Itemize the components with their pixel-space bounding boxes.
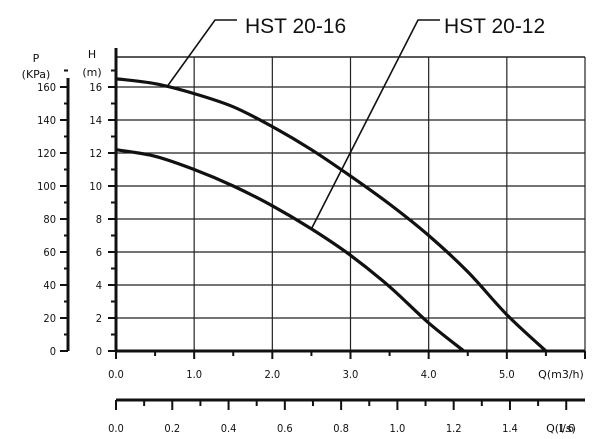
h-axis-title: H xyxy=(88,48,96,61)
q2-tick-label: 0.6 xyxy=(277,422,293,435)
q2-tick-label: 1.6 xyxy=(558,422,574,435)
q2-tick-label: 0.4 xyxy=(221,422,237,435)
series-line-hst-20-16 xyxy=(115,77,548,353)
q-tick-label: 0.0 xyxy=(108,368,124,381)
q2-tick-label: 1.0 xyxy=(390,422,406,435)
p-tick-label: 60 xyxy=(43,246,56,259)
p-axis-unit: (KPa) xyxy=(22,68,51,81)
q-axis-title: Q(m3/h) xyxy=(538,368,584,381)
p-tick-label: 100 xyxy=(37,180,56,193)
p-tick-label: 160 xyxy=(37,81,56,94)
grid xyxy=(116,56,586,351)
p-tick-label: 120 xyxy=(37,147,56,160)
h-tick-label: 16 xyxy=(89,81,102,94)
p-tick-label: 140 xyxy=(37,114,56,127)
q-tick-label: 5.0 xyxy=(499,368,515,381)
p-tick-label: 40 xyxy=(43,279,56,292)
series-line-hst-20-12 xyxy=(115,148,465,353)
series-leader-line xyxy=(310,19,440,230)
q2-tick-label: 0.8 xyxy=(333,422,349,435)
labels: Q(m3/h) Q(l/s) H (m) P (KPa) HST 20-16 HST 20-1… xyxy=(22,15,584,435)
q2-tick-label: 1.2 xyxy=(446,422,462,435)
p-tick-label: 80 xyxy=(43,213,56,226)
h-tick-label: 14 xyxy=(89,114,102,127)
h-tick-label: 2 xyxy=(96,312,102,325)
h-tick-label: 12 xyxy=(89,147,102,160)
q-tick-label: 4.0 xyxy=(421,368,437,381)
h-axis-unit: (m) xyxy=(82,66,101,79)
series-leader-line xyxy=(166,19,237,88)
h-tick-label: 4 xyxy=(96,279,102,292)
q2-axis-title: Q(l/s) xyxy=(546,422,576,435)
p-tick-label: 0 xyxy=(50,345,56,358)
q-tick-label: 2.0 xyxy=(264,368,280,381)
q-tick-label: 1.0 xyxy=(186,368,202,381)
curves xyxy=(115,77,548,353)
h-tick-label: 0 xyxy=(96,345,102,358)
axes xyxy=(60,48,586,410)
q2-tick-label: 0.2 xyxy=(164,422,180,435)
q-tick-label: 3.0 xyxy=(343,368,359,381)
q2-tick-label: 0.0 xyxy=(108,422,124,435)
series-label: HST 20-12 xyxy=(444,15,545,38)
series-label: HST 20-16 xyxy=(245,15,346,38)
h-tick-label: 8 xyxy=(96,213,102,226)
p-tick-label: 20 xyxy=(43,312,56,325)
h-tick-label: 10 xyxy=(89,180,102,193)
h-tick-label: 6 xyxy=(96,246,102,259)
q2-tick-label: 1.4 xyxy=(502,422,518,435)
p-axis-title: P xyxy=(33,52,40,65)
